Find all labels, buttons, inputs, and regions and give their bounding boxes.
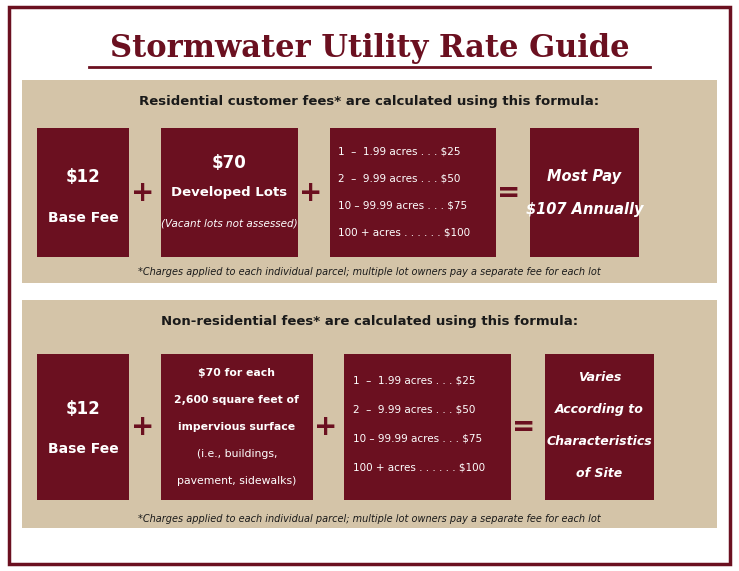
Text: Most Pay: Most Pay bbox=[548, 168, 621, 183]
Text: =: = bbox=[512, 413, 536, 441]
Text: $12: $12 bbox=[66, 168, 101, 186]
Text: According to: According to bbox=[555, 403, 644, 416]
Bar bbox=[22, 80, 717, 283]
Bar bbox=[37, 354, 129, 500]
Text: 10 – 99.99 acres . . . $75: 10 – 99.99 acres . . . $75 bbox=[338, 200, 468, 211]
Text: Characteristics: Characteristics bbox=[546, 435, 653, 448]
Text: *Charges applied to each individual parcel; multiple lot owners pay a separate f: *Charges applied to each individual parc… bbox=[138, 267, 601, 278]
Text: 100 + acres . . . . . . $100: 100 + acres . . . . . . $100 bbox=[338, 227, 471, 238]
Text: $70 for each: $70 for each bbox=[198, 368, 276, 378]
Text: Varies: Varies bbox=[578, 371, 621, 384]
Text: 10 – 99.99 acres . . . $75: 10 – 99.99 acres . . . $75 bbox=[353, 433, 483, 444]
Text: (Vacant lots not assessed): (Vacant lots not assessed) bbox=[161, 219, 298, 228]
Bar bbox=[22, 300, 717, 528]
Text: $12: $12 bbox=[66, 400, 101, 419]
Text: *Charges applied to each individual parcel; multiple lot owners pay a separate f: *Charges applied to each individual parc… bbox=[138, 514, 601, 524]
Text: (i.e., buildings,: (i.e., buildings, bbox=[197, 449, 277, 459]
Text: +: + bbox=[131, 179, 154, 207]
Text: $107 Annually: $107 Annually bbox=[526, 202, 643, 217]
Bar bbox=[161, 128, 298, 257]
Bar bbox=[37, 128, 129, 257]
Text: $70: $70 bbox=[212, 154, 247, 172]
Text: +: + bbox=[314, 413, 338, 441]
Text: impervious surface: impervious surface bbox=[178, 422, 296, 432]
Text: +: + bbox=[131, 413, 154, 441]
Text: Developed Lots: Developed Lots bbox=[171, 186, 287, 199]
Bar bbox=[161, 354, 313, 500]
Text: 1  –  1.99 acres . . . $25: 1 – 1.99 acres . . . $25 bbox=[338, 147, 461, 156]
Bar bbox=[344, 354, 511, 500]
Text: 1  –  1.99 acres . . . $25: 1 – 1.99 acres . . . $25 bbox=[353, 375, 476, 385]
Text: 100 + acres . . . . . . $100: 100 + acres . . . . . . $100 bbox=[353, 463, 486, 473]
Text: Stormwater Utility Rate Guide: Stormwater Utility Rate Guide bbox=[109, 33, 630, 64]
Bar bbox=[545, 354, 654, 500]
Text: pavement, sidewalks): pavement, sidewalks) bbox=[177, 476, 296, 486]
Text: =: = bbox=[497, 179, 521, 207]
Text: Base Fee: Base Fee bbox=[48, 211, 118, 226]
Text: 2  –  9.99 acres . . . $50: 2 – 9.99 acres . . . $50 bbox=[353, 404, 476, 415]
Bar bbox=[330, 128, 496, 257]
Bar bbox=[530, 128, 639, 257]
Text: Base Fee: Base Fee bbox=[48, 441, 118, 456]
Text: Residential customer fees* are calculated using this formula:: Residential customer fees* are calculate… bbox=[140, 95, 599, 108]
Text: of Site: of Site bbox=[576, 467, 622, 480]
Text: 2  –  9.99 acres . . . $50: 2 – 9.99 acres . . . $50 bbox=[338, 174, 461, 184]
Text: Non-residential fees* are calculated using this formula:: Non-residential fees* are calculated usi… bbox=[161, 315, 578, 328]
Text: 2,600 square feet of: 2,600 square feet of bbox=[174, 395, 299, 405]
Text: +: + bbox=[299, 179, 323, 207]
